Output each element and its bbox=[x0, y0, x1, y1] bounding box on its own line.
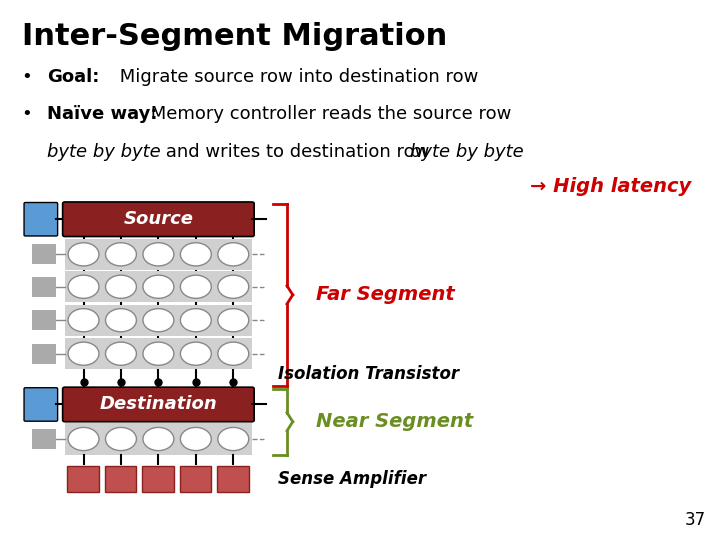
Text: Goal:: Goal: bbox=[47, 68, 99, 85]
Bar bbox=[105, 466, 136, 492]
Circle shape bbox=[143, 275, 174, 298]
Bar bbox=[68, 466, 99, 492]
Bar bbox=[32, 244, 56, 265]
Bar bbox=[65, 271, 252, 302]
Text: Isolation Transistor: Isolation Transistor bbox=[279, 364, 459, 383]
Circle shape bbox=[143, 428, 174, 450]
FancyBboxPatch shape bbox=[24, 202, 58, 236]
Text: and writes to destination row: and writes to destination row bbox=[160, 143, 435, 161]
Text: •: • bbox=[22, 105, 32, 123]
Circle shape bbox=[143, 243, 174, 266]
Circle shape bbox=[106, 275, 136, 298]
Circle shape bbox=[68, 275, 99, 298]
Circle shape bbox=[106, 309, 136, 332]
Circle shape bbox=[181, 275, 211, 298]
Circle shape bbox=[218, 243, 248, 266]
Text: Far Segment: Far Segment bbox=[316, 285, 454, 305]
Bar bbox=[32, 276, 56, 297]
Circle shape bbox=[68, 342, 99, 365]
Text: Sense Amplifier: Sense Amplifier bbox=[279, 470, 426, 488]
Text: Migrate source row into destination row: Migrate source row into destination row bbox=[114, 68, 478, 85]
Text: byte by byte: byte by byte bbox=[410, 143, 524, 161]
Circle shape bbox=[218, 428, 248, 450]
Circle shape bbox=[106, 342, 136, 365]
Bar bbox=[180, 466, 211, 492]
Circle shape bbox=[181, 342, 211, 365]
Text: •: • bbox=[22, 68, 32, 85]
Bar bbox=[32, 343, 56, 364]
Circle shape bbox=[181, 243, 211, 266]
Text: Source: Source bbox=[123, 210, 194, 228]
Circle shape bbox=[181, 309, 211, 332]
Bar bbox=[143, 466, 174, 492]
Text: byte by byte: byte by byte bbox=[47, 143, 161, 161]
FancyBboxPatch shape bbox=[24, 388, 58, 421]
Circle shape bbox=[218, 309, 248, 332]
Circle shape bbox=[143, 342, 174, 365]
Circle shape bbox=[68, 428, 99, 450]
Circle shape bbox=[218, 275, 248, 298]
Circle shape bbox=[68, 309, 99, 332]
Text: Naïve way:: Naïve way: bbox=[47, 105, 157, 123]
Text: Memory controller reads the source row: Memory controller reads the source row bbox=[145, 105, 512, 123]
Text: Destination: Destination bbox=[99, 395, 217, 414]
Circle shape bbox=[143, 309, 174, 332]
FancyBboxPatch shape bbox=[63, 202, 254, 237]
Text: Near Segment: Near Segment bbox=[316, 412, 473, 431]
Circle shape bbox=[106, 428, 136, 450]
Bar bbox=[32, 310, 56, 330]
Circle shape bbox=[106, 243, 136, 266]
Text: → High latency: → High latency bbox=[530, 177, 691, 196]
Circle shape bbox=[181, 428, 211, 450]
FancyBboxPatch shape bbox=[63, 387, 254, 422]
Bar bbox=[65, 423, 252, 455]
Circle shape bbox=[68, 243, 99, 266]
Bar bbox=[217, 466, 248, 492]
Bar bbox=[32, 429, 56, 449]
Bar bbox=[65, 305, 252, 336]
Circle shape bbox=[218, 342, 248, 365]
Bar bbox=[65, 239, 252, 270]
Text: 37: 37 bbox=[685, 511, 706, 529]
Text: Inter-Segment Migration: Inter-Segment Migration bbox=[22, 22, 447, 51]
Bar bbox=[65, 338, 252, 369]
